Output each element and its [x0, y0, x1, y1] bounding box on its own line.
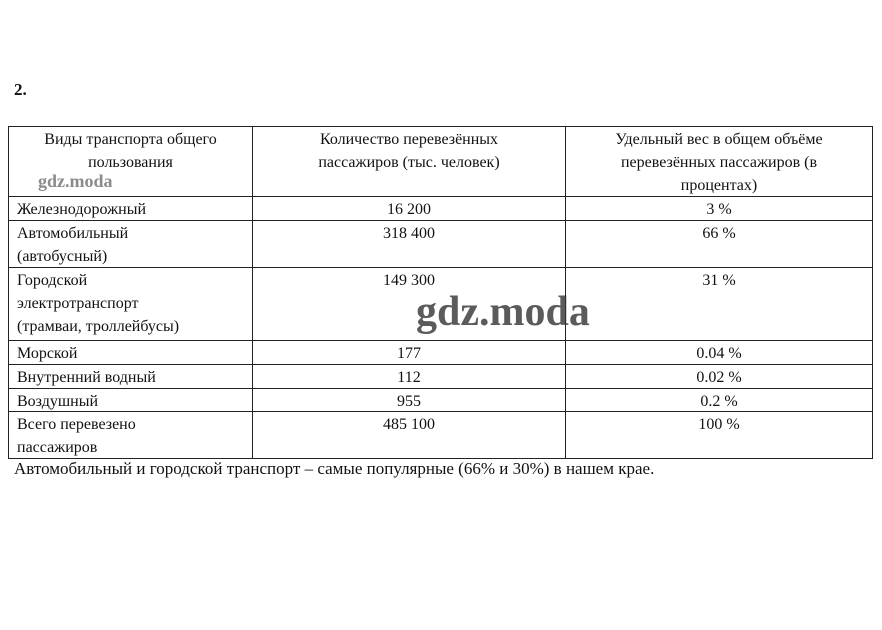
cell-text: 112	[397, 369, 421, 386]
cell-text: (автобусный)	[17, 248, 108, 265]
cell-text: Воздушный	[17, 393, 99, 410]
cell-text: 0.04 %	[696, 345, 742, 362]
watermark: gdz.moda	[38, 171, 113, 191]
table-cell: Внутренний водный	[8, 364, 253, 389]
cell-text: 100 %	[698, 416, 740, 433]
cell-text: 0.02 %	[696, 369, 742, 386]
cell-text: процентах)	[680, 177, 758, 194]
header-cell: Количество перевезённых пассажиров (тыс. …	[252, 126, 566, 197]
cell-text: Автомобильный	[17, 225, 129, 242]
table-cell: Городской электротранспорт (трамваи, тролл…	[8, 267, 253, 341]
cell-text: Городской	[17, 272, 88, 289]
watermark: gdz.moda	[416, 289, 590, 335]
cell-text: 66 %	[702, 225, 736, 242]
cell-text: 955	[397, 393, 421, 410]
table-cell: 0.02 %	[565, 364, 873, 389]
table-cell: Морской	[8, 340, 253, 365]
table-cell: 100 %	[565, 411, 873, 459]
cell-text: Железнодорожный	[17, 201, 146, 218]
cell-text: Всего перевезено	[17, 416, 136, 433]
cell-text: пользования	[88, 154, 173, 171]
table-cell: Автомобильный (автобусный)	[8, 220, 253, 268]
table-cell: Железнодорожный	[8, 196, 253, 221]
header-cell: Удельный вес в общем объёме перевезённых …	[565, 126, 873, 197]
cell-text: 485 100	[383, 416, 435, 433]
cell-text: Морской	[17, 345, 78, 362]
table-cell: Воздушный	[8, 388, 253, 412]
cell-text: 31 %	[702, 272, 736, 289]
cell-text: Внутренний водный	[17, 369, 156, 386]
cell-text: Виды транспорта общего	[44, 131, 217, 148]
cell-text: Количество перевезённых	[319, 131, 499, 148]
table-cell: 318 400	[252, 220, 566, 268]
table-cell: 955	[252, 388, 566, 412]
cell-text: пассажиров (тыс. человек)	[318, 154, 500, 171]
table-cell: Всего перевезено пассажиров	[8, 411, 253, 459]
heading: 2.	[14, 80, 27, 99]
table-cell: 112	[252, 364, 566, 389]
cell-text: перевезённых пассажиров (в	[620, 154, 818, 171]
table-cell: 0.04 %	[565, 340, 873, 365]
cell-text: 318 400	[383, 225, 435, 242]
cell-text: электротранспорт	[17, 295, 139, 312]
table-cell: 66 %	[565, 220, 873, 268]
table-cell: 31 %	[565, 267, 873, 341]
table-cell: 485 100	[252, 411, 566, 459]
note: Автомобильный и городской транспорт – са…	[14, 459, 655, 478]
cell-text: 16 200	[387, 201, 431, 218]
cell-text: 0.2 %	[700, 393, 738, 410]
table-cell: 3 %	[565, 196, 873, 221]
table-cell: 177	[252, 340, 566, 365]
cell-text: 149 300	[383, 272, 435, 289]
table-cell: 0.2 %	[565, 388, 873, 412]
cell-text: 177	[397, 345, 421, 362]
cell-text: (трамваи, троллейбусы)	[17, 318, 180, 335]
table-cell: 16 200	[252, 196, 566, 221]
cell-text: Удельный вес в общем объёме	[615, 131, 823, 148]
cell-text: пассажиров	[17, 439, 98, 456]
cell-text: 3 %	[706, 201, 732, 218]
